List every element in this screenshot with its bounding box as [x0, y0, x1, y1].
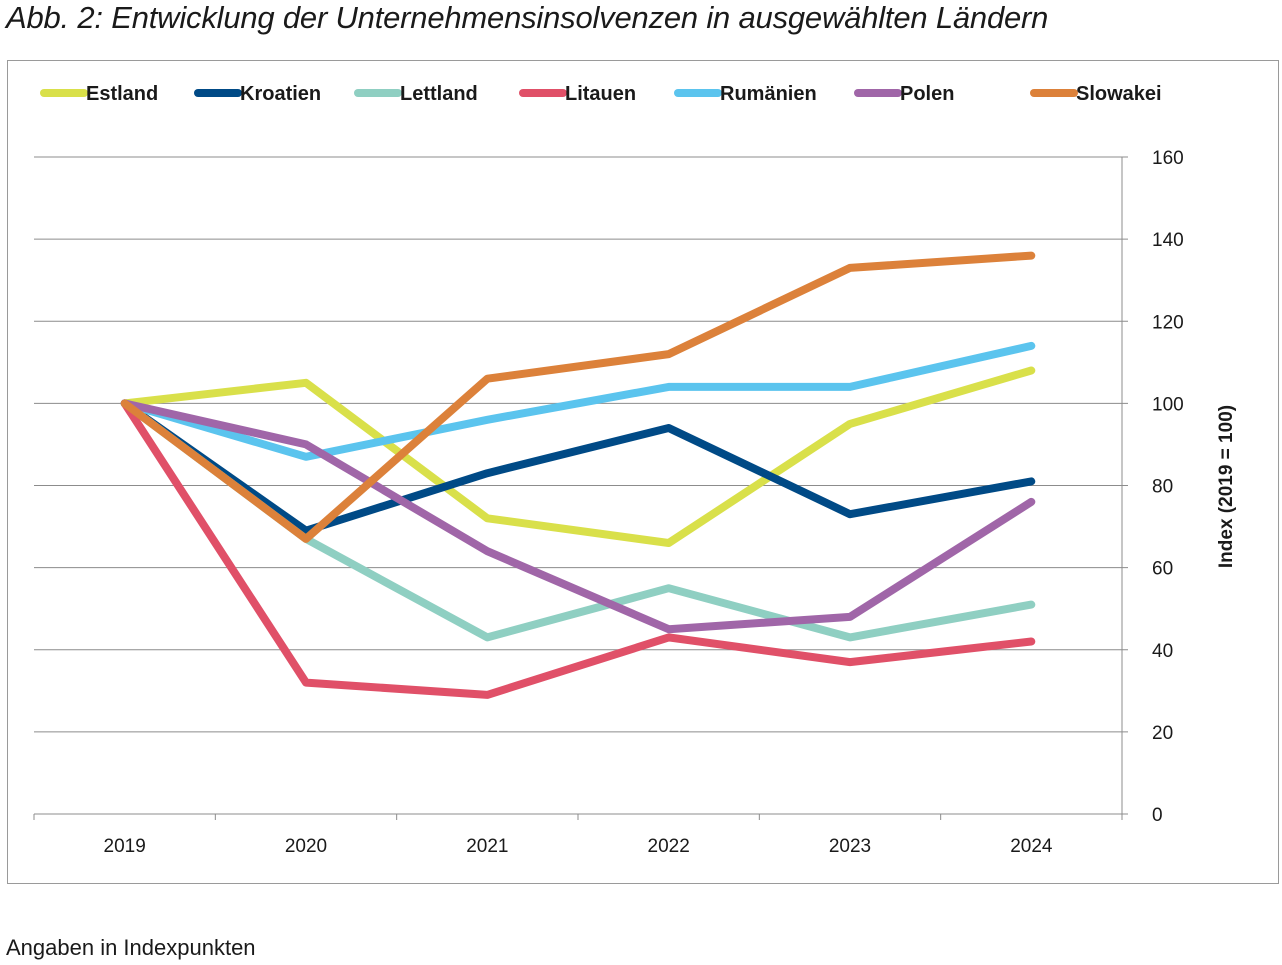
series-line-rumanien	[120, 341, 1036, 461]
axes: 0 20 40 60 80 100 120 140 160 2019 2020 2021 2022 202…	[33, 148, 1237, 857]
y-tick-label-60: 60	[1152, 559, 1173, 580]
chart-frame: Estland Kroatien Lettland Litauen Rumänien Po…	[7, 60, 1279, 884]
legend-label-litauen: Litauen	[565, 83, 636, 105]
figure-title: Abb. 2: Entwicklung der Unternehmensinso…	[6, 0, 1049, 35]
legend: Estland Kroatien Lettland Litauen Rumänien Po…	[40, 83, 1162, 105]
y-tick-label-100: 100	[1152, 394, 1184, 415]
y-tick-label-0: 0	[1152, 805, 1163, 826]
y-tick-label-40: 40	[1152, 641, 1173, 662]
y-tick-label-160: 160	[1152, 148, 1184, 169]
gridlines	[34, 156, 1122, 733]
y-tick-label-20: 20	[1152, 723, 1173, 744]
legend-label-polen: Polen	[900, 83, 954, 105]
legend-label-lettland: Lettland	[400, 83, 478, 105]
series-line-slowakei	[120, 251, 1036, 543]
series-line-lettland	[120, 399, 1036, 642]
legend-label-estland: Estland	[86, 83, 158, 105]
footnote: Angaben in Indexpunkten	[6, 935, 256, 960]
series-lines	[120, 251, 1036, 699]
legend-label-slowakei: Slowakei	[1076, 83, 1162, 105]
series-line-estland	[120, 366, 1036, 547]
legend-label-rumanien: Rumänien	[720, 83, 817, 105]
x-tick-label-2019: 2019	[104, 836, 146, 857]
series-line-litauen	[120, 399, 1036, 699]
series-line-kroatien	[120, 399, 1036, 535]
x-tick-label-2022: 2022	[648, 836, 690, 857]
legend-label-kroatien: Kroatien	[240, 83, 321, 105]
y-tick-label-120: 120	[1152, 312, 1184, 333]
x-tick-label-2024: 2024	[1010, 836, 1053, 857]
series-line-polen	[120, 399, 1036, 634]
y-axis-title: Index (2019 = 100)	[1216, 405, 1237, 568]
y-tick-label-80: 80	[1152, 477, 1173, 498]
x-tick-label-2020: 2020	[285, 836, 327, 857]
x-tick-label-2023: 2023	[829, 836, 871, 857]
x-tick-label-2021: 2021	[466, 836, 508, 857]
line-chart: Estland Kroatien Lettland Litauen Rumänien Po…	[33, 83, 1237, 857]
y-tick-label-140: 140	[1152, 230, 1184, 251]
